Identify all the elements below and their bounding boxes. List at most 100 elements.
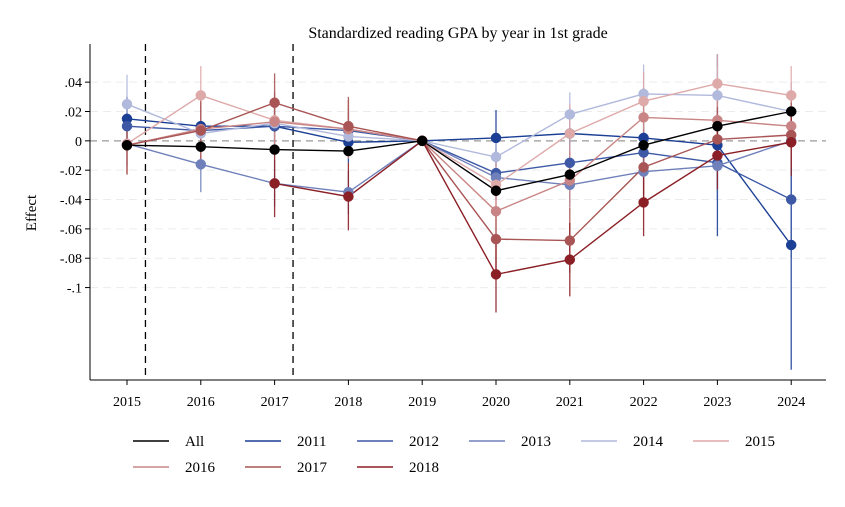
data-point bbox=[564, 109, 576, 120]
data-point bbox=[416, 135, 428, 147]
data-point bbox=[121, 120, 133, 132]
series-line bbox=[126, 93, 792, 158]
series-line bbox=[126, 110, 792, 192]
data-point bbox=[195, 141, 207, 152]
data-point bbox=[712, 160, 723, 172]
data-point bbox=[269, 178, 280, 189]
x-tick-label: 2020 bbox=[482, 395, 510, 410]
y-tick-label: -.02 bbox=[60, 164, 82, 179]
data-point bbox=[343, 191, 354, 202]
y-tick-label: -.06 bbox=[60, 223, 82, 238]
data-point bbox=[269, 144, 280, 155]
data-point bbox=[638, 95, 649, 107]
data-point bbox=[785, 194, 797, 205]
gridlines bbox=[90, 81, 826, 289]
data-point bbox=[712, 120, 723, 132]
confidence-intervals bbox=[126, 54, 792, 370]
data-point bbox=[712, 90, 723, 101]
legend-label: 2015 bbox=[745, 434, 775, 450]
data-point bbox=[121, 98, 133, 110]
data-point bbox=[269, 116, 280, 128]
legend-label: 2014 bbox=[633, 434, 664, 450]
data-point bbox=[638, 139, 649, 151]
data-point bbox=[638, 161, 649, 173]
series-markers bbox=[121, 78, 797, 280]
y-tick-label: -.08 bbox=[60, 252, 82, 267]
data-point bbox=[269, 97, 280, 108]
legend-label: 2017 bbox=[297, 460, 328, 476]
x-tick-label: 2015 bbox=[113, 395, 141, 410]
legend-item: 2016 bbox=[133, 460, 216, 476]
data-point bbox=[564, 169, 576, 180]
series-line bbox=[126, 118, 792, 246]
data-point bbox=[490, 185, 502, 196]
y-axis-title: Effect bbox=[24, 194, 40, 231]
series-line bbox=[126, 82, 792, 186]
series-line bbox=[274, 139, 792, 276]
data-point bbox=[343, 145, 354, 157]
data-point bbox=[490, 151, 502, 163]
x-tick-label: 2021 bbox=[556, 395, 584, 410]
data-point bbox=[490, 132, 502, 144]
data-point bbox=[564, 128, 576, 139]
x-tick-label: 2023 bbox=[703, 395, 731, 410]
legend-label: 2011 bbox=[297, 434, 326, 450]
series-lines bbox=[126, 82, 792, 276]
chart-title: Standardized reading GPA by year in 1st … bbox=[308, 25, 607, 42]
data-point bbox=[195, 159, 207, 170]
series-line bbox=[126, 139, 792, 193]
data-point bbox=[564, 157, 576, 169]
y-tick-label: -.1 bbox=[67, 282, 82, 297]
x-tick-label: 2017 bbox=[261, 395, 289, 410]
series bbox=[121, 54, 797, 370]
legend-label: 2013 bbox=[521, 434, 551, 450]
legend-label: 2018 bbox=[409, 460, 439, 476]
data-point bbox=[785, 239, 797, 251]
data-point bbox=[712, 150, 723, 161]
x-tick-label: 2018 bbox=[334, 395, 362, 410]
legend-item: All bbox=[133, 434, 204, 450]
data-point bbox=[785, 90, 797, 101]
y-tick-label: -.04 bbox=[60, 194, 82, 209]
series-line bbox=[126, 101, 792, 242]
reference-lines bbox=[90, 44, 826, 380]
data-point bbox=[121, 139, 133, 151]
data-point bbox=[490, 233, 502, 245]
data-point bbox=[712, 78, 723, 89]
legend-item: 2014 bbox=[581, 434, 664, 450]
axes: .04 .02 0 -.02 -.04 -.06 -.08 -.1 2015 2016 2017 20… bbox=[60, 44, 826, 410]
x-tick-label: 2024 bbox=[777, 395, 805, 410]
y-tick-label: 0 bbox=[75, 135, 82, 150]
data-point bbox=[490, 269, 502, 280]
x-tick-label: 2019 bbox=[408, 395, 436, 410]
legend-item: 2015 bbox=[693, 434, 775, 450]
data-point bbox=[712, 134, 723, 145]
legend-label: 2012 bbox=[409, 434, 439, 450]
y-tick-label: .02 bbox=[65, 105, 83, 120]
legend-item: 2018 bbox=[357, 460, 439, 476]
series-line bbox=[126, 116, 792, 213]
data-point bbox=[195, 90, 207, 101]
legend-label: 2016 bbox=[185, 460, 216, 476]
data-point bbox=[564, 254, 576, 265]
legend: All 2011 2012 2013 2014 2015 2016 2017 2018 bbox=[133, 434, 775, 476]
data-point bbox=[195, 125, 207, 136]
y-tick-label: .04 bbox=[65, 76, 83, 91]
data-point bbox=[564, 235, 576, 246]
data-point bbox=[638, 197, 649, 208]
data-point bbox=[785, 137, 797, 148]
x-tick-label: 2016 bbox=[187, 395, 215, 410]
x-tick-label: 2022 bbox=[630, 395, 658, 410]
legend-item: 2011 bbox=[245, 434, 326, 450]
data-point bbox=[638, 112, 649, 123]
legend-label: All bbox=[185, 434, 204, 450]
data-point bbox=[785, 120, 797, 132]
legend-item: 2012 bbox=[357, 434, 439, 450]
legend-item: 2013 bbox=[469, 434, 551, 450]
data-point bbox=[490, 206, 502, 217]
data-point bbox=[785, 106, 797, 117]
data-point bbox=[343, 120, 354, 132]
legend-item: 2017 bbox=[245, 460, 328, 476]
